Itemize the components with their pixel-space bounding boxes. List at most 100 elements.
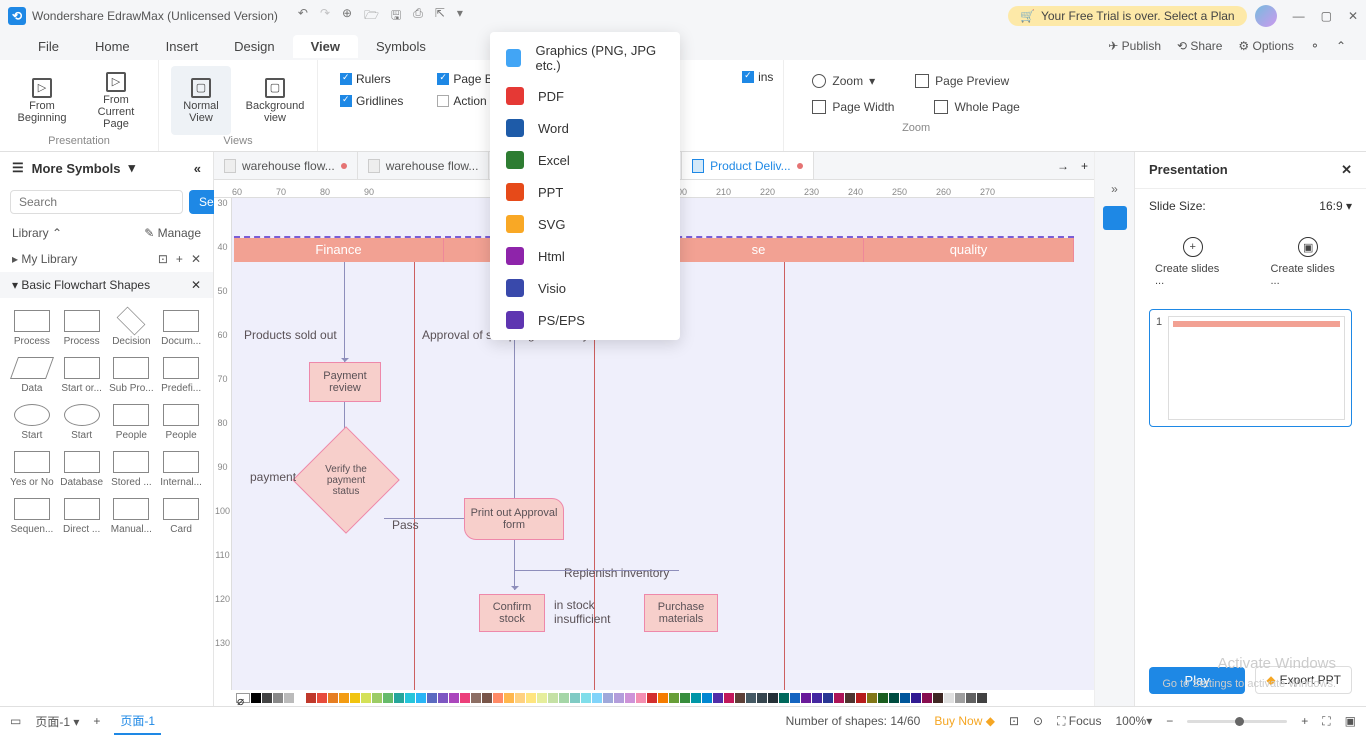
menu-insert[interactable]: Insert — [148, 35, 217, 58]
status-icon1[interactable]: ⊡ — [1009, 714, 1019, 728]
shape-manual[interactable]: Manual... — [108, 494, 156, 539]
lib-close-icon[interactable]: ✕ — [191, 252, 201, 266]
print-icon[interactable]: ⎙ — [413, 6, 423, 27]
share-button[interactable]: ⟲ Share — [1177, 39, 1222, 53]
fit-icon[interactable]: ⛶ — [1322, 714, 1330, 729]
export-pseps[interactable]: PS/EPS — [490, 304, 680, 336]
shape-people[interactable]: People — [108, 400, 156, 445]
shape-predefi[interactable]: Predefi... — [157, 353, 205, 398]
view-mode-icon[interactable]: ▭ — [10, 714, 21, 728]
node-verify-payment[interactable]: Verify the payment status — [308, 442, 384, 518]
from-beginning-button[interactable]: ▷From Beginning — [12, 66, 72, 135]
shape-data[interactable]: Data — [8, 353, 56, 398]
shape-database[interactable]: Database — [58, 447, 106, 492]
open-icon[interactable]: 🗁 — [364, 6, 379, 27]
menu-home[interactable]: Home — [77, 35, 148, 58]
zoom-in-icon[interactable]: + — [1301, 714, 1308, 728]
export-ppt[interactable]: PPT — [490, 176, 680, 208]
shape-yesorno[interactable]: Yes or No — [8, 447, 56, 492]
add-page-icon[interactable]: + — [93, 714, 100, 728]
export-excel[interactable]: Excel — [490, 144, 680, 176]
doc-tab[interactable]: Product Deliv... — [682, 152, 813, 179]
focus-button[interactable]: ⛶ Focus — [1057, 714, 1101, 729]
shape-direct[interactable]: Direct ... — [58, 494, 106, 539]
new-icon[interactable]: ⊕ — [342, 6, 352, 27]
whole-page-button[interactable]: Whole Page — [934, 100, 1019, 114]
shape-card[interactable]: Card — [157, 494, 205, 539]
tab-add-icon[interactable]: + — [1075, 159, 1094, 173]
create-slides-2-button[interactable]: ▣Create slides ... — [1271, 237, 1347, 287]
close-panel-icon[interactable]: ✕ — [1341, 162, 1352, 178]
menu-view[interactable]: View — [293, 35, 358, 58]
export-html[interactable]: Html — [490, 240, 680, 272]
gridlines-checkbox[interactable]: Gridlines — [340, 94, 403, 108]
from-current-button[interactable]: ▷From Current Page — [86, 66, 146, 135]
export-icon[interactable]: ⇱ — [435, 6, 445, 27]
tab-next-icon[interactable]: → — [1051, 159, 1075, 173]
page-selector[interactable]: 页面-1 ▾ — [35, 713, 79, 730]
shape-decision[interactable]: Decision — [108, 306, 156, 351]
trial-banner[interactable]: 🛒 Your Free Trial is over. Select a Plan — [1008, 6, 1247, 26]
shape-start[interactable]: Start — [8, 400, 56, 445]
shape-subpro[interactable]: Sub Pro... — [108, 353, 156, 398]
page-preview-button[interactable]: Page Preview — [915, 74, 1009, 88]
menu-symbols[interactable]: Symbols — [358, 35, 444, 58]
background-view-button[interactable]: ▢Background view — [245, 66, 305, 135]
normal-view-button[interactable]: ▢Normal View — [171, 66, 231, 135]
page-tab[interactable]: 页面-1 — [114, 708, 161, 735]
shape-stored[interactable]: Stored ... — [108, 447, 156, 492]
shapes-section[interactable]: ▾ Basic Flowchart Shapes✕ — [0, 272, 213, 298]
my-library[interactable]: ▸ My Library — [12, 252, 77, 266]
export-word[interactable]: Word — [490, 112, 680, 144]
lib-add-icon[interactable]: + — [176, 252, 183, 266]
menu-design[interactable]: Design — [216, 35, 292, 58]
avatar[interactable] — [1255, 5, 1277, 27]
notif-icon[interactable]: ⚬ — [1310, 39, 1320, 53]
publish-button[interactable]: ✈ Publish — [1108, 39, 1161, 53]
close-icon[interactable]: ✕ — [1348, 9, 1358, 23]
menu-file[interactable]: File — [20, 35, 77, 58]
node-payment-review[interactable]: Payment review — [309, 362, 381, 402]
presentation-mode-icon[interactable] — [1103, 206, 1127, 230]
options-button[interactable]: ⚙ Options — [1238, 39, 1293, 53]
expand-right-icon[interactable]: » — [1111, 182, 1118, 196]
shape-startor[interactable]: Start or... — [58, 353, 106, 398]
zoom-button[interactable]: Zoom▾ — [812, 74, 875, 88]
shape-sequen[interactable]: Sequen... — [8, 494, 56, 539]
redo-icon[interactable]: ↷ — [320, 6, 330, 27]
qat-more-icon[interactable]: ▾ — [457, 6, 463, 27]
page-width-button[interactable]: Page Width — [812, 100, 894, 114]
undo-icon[interactable]: ↶ — [298, 6, 308, 27]
node-print-approval[interactable]: Print out Approval form — [464, 498, 564, 540]
shape-internal[interactable]: Internal... — [157, 447, 205, 492]
ratio-select[interactable]: 16:9 ▾ — [1319, 199, 1352, 213]
shape-process[interactable]: Process — [8, 306, 56, 351]
create-slides-1-button[interactable]: +Create slides ... — [1155, 237, 1231, 287]
play-button[interactable]: Play — [1149, 667, 1245, 694]
doc-tab[interactable]: warehouse flow... — [214, 152, 358, 179]
maximize-icon[interactable]: ▢ — [1321, 9, 1332, 23]
shape-process[interactable]: Process — [58, 306, 106, 351]
symbol-search-input[interactable] — [10, 190, 183, 214]
export-ppt-button[interactable]: ◆Export PPT — [1255, 666, 1352, 694]
collapse-ribbon-icon[interactable]: ⌃ — [1336, 39, 1346, 53]
fullscreen-icon[interactable]: ▣ — [1345, 714, 1356, 728]
shape-people[interactable]: People — [157, 400, 205, 445]
status-icon2[interactable]: ⊙ — [1033, 714, 1043, 728]
node-confirm-stock[interactable]: Confirm stock — [479, 594, 545, 632]
shape-start[interactable]: Start — [58, 400, 106, 445]
lib-icon1[interactable]: ⊡ — [158, 252, 168, 266]
buy-now-link[interactable]: Buy Now ◆ — [934, 714, 995, 728]
color-palette[interactable]: ⌀ — [214, 690, 1094, 706]
node-purchase[interactable]: Purchase materials — [644, 594, 718, 632]
rulers-checkbox[interactable]: Rulers — [340, 72, 403, 86]
hamburger-icon[interactable]: ☰ — [12, 160, 24, 176]
doc-tab[interactable]: warehouse flow... — [358, 152, 490, 179]
zoom-out-icon[interactable]: − — [1166, 714, 1173, 728]
ins-checkbox[interactable]: ins — [742, 70, 773, 84]
collapse-panel-icon[interactable]: « — [194, 161, 201, 176]
manage-button[interactable]: ✎ Manage — [144, 226, 201, 240]
slide-thumbnail[interactable]: 1 — [1149, 309, 1352, 427]
save-icon[interactable]: 🖫 — [391, 6, 401, 27]
export-svg[interactable]: SVG — [490, 208, 680, 240]
